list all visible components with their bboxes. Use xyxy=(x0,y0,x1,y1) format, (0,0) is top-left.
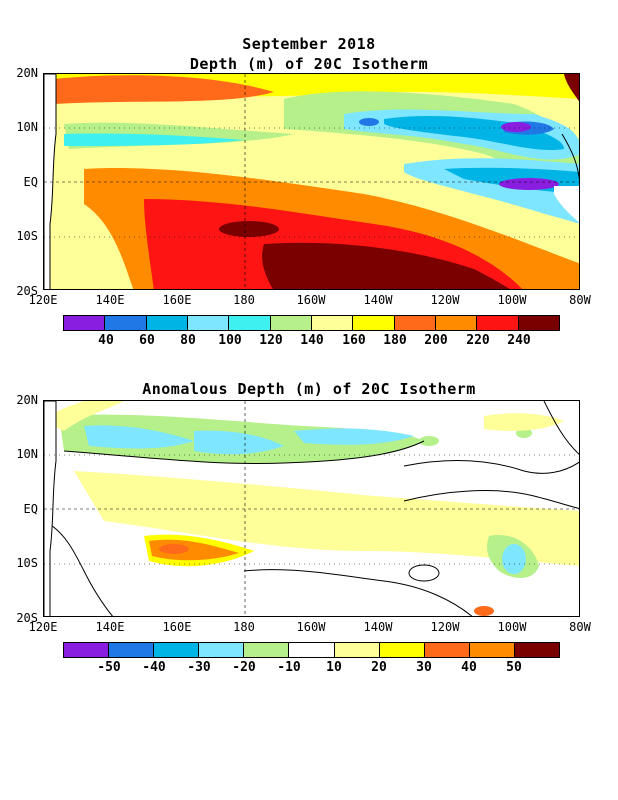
lon-label: 180 xyxy=(233,620,255,634)
lat-label: 20S xyxy=(16,284,38,298)
lon-label: 140W xyxy=(363,620,393,634)
colorbar-swatch xyxy=(64,316,106,330)
anomaly-contour-map xyxy=(44,401,579,616)
depth-contour-map xyxy=(44,74,579,289)
colorbar-swatch xyxy=(105,316,147,330)
colorbar-label: 120 xyxy=(259,333,283,348)
colorbar-label: 160 xyxy=(342,333,366,348)
colorbar-swatch xyxy=(518,316,559,330)
colorbar-label: -30 xyxy=(187,660,211,675)
lon-label: 100W xyxy=(497,293,527,307)
lat-label: 20S xyxy=(16,611,38,625)
colorbar-swatch xyxy=(424,643,470,657)
lat-label: 20N xyxy=(16,66,38,80)
map-panel-depth xyxy=(43,73,580,290)
colorbar-swatch xyxy=(353,316,395,330)
lat-label: 10N xyxy=(16,447,38,461)
colorbar-label: 50 xyxy=(506,660,522,675)
lon-label: 160E xyxy=(162,293,192,307)
colorbar-label: 10 xyxy=(326,660,342,675)
lon-label: 80W xyxy=(569,620,591,634)
colorbar-swatch xyxy=(379,643,425,657)
colorbar-label: 40 xyxy=(98,333,114,348)
lon-label: 160W xyxy=(296,620,326,634)
colorbar-label: -20 xyxy=(232,660,256,675)
colorbar-label: 80 xyxy=(180,333,196,348)
lon-label: 140E xyxy=(95,620,125,634)
colorbar-label: 20 xyxy=(371,660,387,675)
lon-label: 80W xyxy=(569,293,591,307)
map-panel-anomaly xyxy=(43,400,580,617)
lon-label: 120W xyxy=(430,620,460,634)
colorbar-label: -50 xyxy=(97,660,121,675)
colorbar-label: 240 xyxy=(507,333,531,348)
colorbar-swatch xyxy=(289,643,335,657)
colorbar-swatch xyxy=(187,316,230,330)
panel-title-depth: Depth (m) of 20C Isotherm xyxy=(189,55,429,73)
lon-label: 140W xyxy=(363,293,393,307)
lon-label: 120E xyxy=(28,293,58,307)
colorbar-label: 60 xyxy=(139,333,155,348)
colorbar-swatch xyxy=(270,316,312,330)
colorbar-label: 220 xyxy=(466,333,490,348)
lon-label: 160E xyxy=(162,620,192,634)
colorbar-swatch xyxy=(477,316,519,330)
colorbar-swatch xyxy=(244,643,290,657)
colorbar-label: -10 xyxy=(277,660,301,675)
colorbar-label: 200 xyxy=(424,333,448,348)
colorbar-label: 40 xyxy=(461,660,477,675)
colorbar-swatch xyxy=(435,316,478,330)
colorbar-swatch xyxy=(146,316,188,330)
lat-label: 10N xyxy=(16,120,38,134)
colorbar-label: 180 xyxy=(383,333,407,348)
colorbar-label: 140 xyxy=(300,333,324,348)
lon-label: 120W xyxy=(430,293,460,307)
colorbar-swatch xyxy=(154,643,200,657)
lon-label: 180 xyxy=(233,293,255,307)
colorbar-swatch xyxy=(199,643,245,657)
colorbar-depth xyxy=(63,315,560,331)
colorbar-anomaly xyxy=(63,642,560,658)
colorbar-label: 30 xyxy=(416,660,432,675)
colorbar-swatch xyxy=(394,316,436,330)
page-title: September 2018 xyxy=(242,35,376,53)
colorbar-swatch xyxy=(469,643,515,657)
colorbar-swatch xyxy=(229,316,271,330)
colorbar-swatch xyxy=(311,316,354,330)
lon-label: 100W xyxy=(497,620,527,634)
lon-label: 120E xyxy=(28,620,58,634)
colorbar-label: 100 xyxy=(218,333,242,348)
lat-label: 10S xyxy=(16,556,38,570)
colorbar-swatch xyxy=(334,643,380,657)
colorbar-swatch xyxy=(64,643,110,657)
colorbar-swatch xyxy=(514,643,560,657)
lat-label: 20N xyxy=(16,393,38,407)
colorbar-label: -40 xyxy=(142,660,166,675)
colorbar-swatch xyxy=(109,643,155,657)
lat-label: 10S xyxy=(16,229,38,243)
panel-title-anomaly: Anomalous Depth (m) of 20C Isotherm xyxy=(142,380,476,398)
lon-label: 140E xyxy=(95,293,125,307)
lat-label: EQ xyxy=(23,502,38,516)
lon-label: 160W xyxy=(296,293,326,307)
lat-label: EQ xyxy=(23,175,38,189)
